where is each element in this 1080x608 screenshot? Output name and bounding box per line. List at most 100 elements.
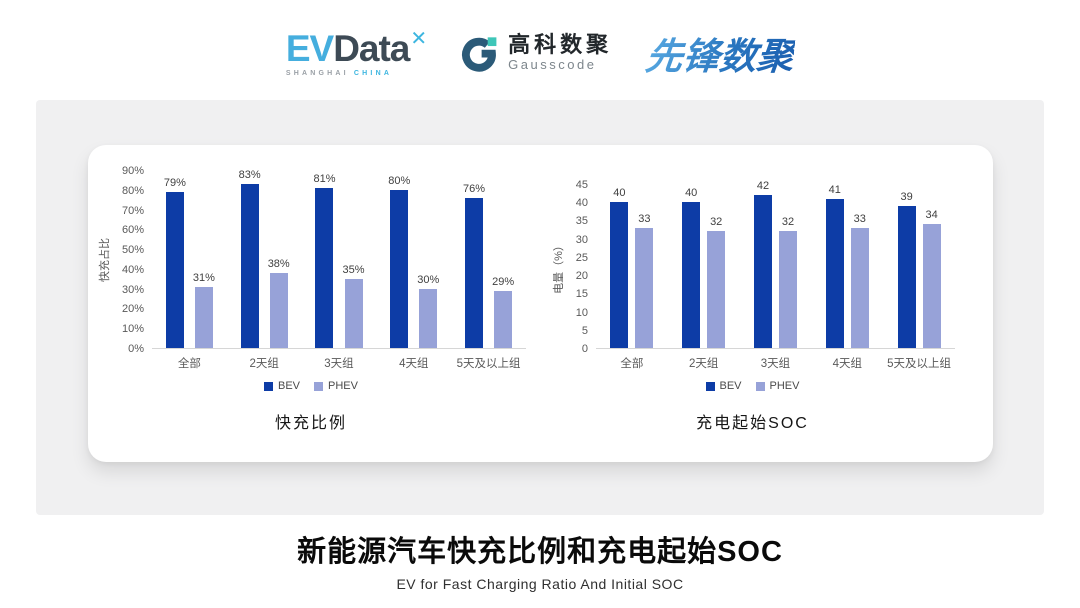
legend: BEV PHEV [550,380,955,392]
y-tick-label: 60% [121,224,144,237]
charts-panel: 快充占比 0% 10% 20% 30% 40% 50% 60% 70% 80% 90% 79% 31% 8… [36,100,1044,515]
bar-value-label: 42 [756,179,770,192]
y-tick-label: 80% [121,184,144,197]
chart-body: 电量（%） 0 5 10 15 20 25 30 35 40 45 40 33 40 32 42 32 41 33 3… [550,179,955,355]
y-tick-label: 0% [128,343,144,355]
bar-stack-bev: 80% [388,175,410,348]
bar-stack-phev: 29% [492,276,514,348]
legend: BEV PHEV [96,380,526,392]
plot-area: 40 33 40 32 42 32 41 33 39 34 [596,180,955,349]
y-tick-label: 0 [581,343,588,355]
legend-item-bev: BEV [264,380,300,392]
bar-bev [240,183,259,348]
bar-phev [419,288,438,348]
legend-swatch-phev [755,381,765,391]
bar-phev [922,224,941,348]
y-tick-label: 15 [575,288,588,301]
bar-group: 42 32 [740,180,812,348]
bar-bev [390,189,409,348]
y-axis-title-box: 快充占比 [96,171,112,349]
bar-bev [465,197,484,348]
page-subtitle: EV for Fast Charging Ratio And Initial S… [396,576,684,592]
category-axis-spacer [550,355,596,371]
bar-value-label: 76% [463,182,486,195]
bar-group: 40 33 [596,185,668,348]
bar-group: 81% 35% [302,171,377,348]
evdata-subtext: SHANGHAI CHINA [286,70,425,77]
category-labels: 全部 2天组 3天组 4天组 5天及以上组 [152,355,526,371]
bar-stack-bev: 39 [897,190,916,348]
bar-value-label: 80% [388,174,411,187]
bar-value-label: 29% [492,275,515,288]
chart-title: 充电起始SOC [696,415,809,432]
category-axis: 全部 2天组 3天组 4天组 5天及以上组 [550,355,955,371]
y-tick-label: 30 [575,233,588,246]
y-axis-title-box: 电量（%） [550,185,566,349]
bar-bev [682,202,701,348]
gausscode-logo: 高科数聚 Gausscode [459,33,612,73]
bar-stack-phev: 30% [417,274,439,348]
evdata-data-text: Data [333,27,410,69]
legend-label: BEV [278,380,301,392]
category-axis: 全部 2天组 3天组 4天组 5天及以上组 [96,355,526,371]
bar-value-label: 38% [267,257,290,270]
charts-card: 快充占比 0% 10% 20% 30% 40% 50% 60% 70% 80% 90% 79% 31% 8… [88,145,993,462]
chart-body: 快充占比 0% 10% 20% 30% 40% 50% 60% 70% 80% 90% 79% 31% 8… [96,165,526,355]
bar-bev [897,205,916,348]
gausscode-g-icon [462,37,497,72]
bar-stack-bev: 79% [164,177,186,348]
y-tick-label: 20% [121,303,144,316]
bar-group: 39 34 [883,185,955,348]
y-axis-title: 电量（%） [553,240,565,294]
bar-group: 76% 29% [451,171,526,348]
bar-value-label: 30% [417,273,440,286]
bar-stack-phev: 32 [707,216,726,348]
bar-bev [610,202,629,348]
bar-stack-phev: 33 [635,213,654,348]
bar-bev [753,194,772,348]
y-tick-label: 40% [121,263,144,276]
y-tick-label: 50% [121,244,144,257]
bar-phev [778,231,797,348]
evdata-pinwheel-icon: ✕ [410,27,427,50]
y-tick-label: 20 [575,270,588,283]
legend-item-phev: PHEV [314,380,358,392]
bar-stack-bev: 81% [313,173,335,348]
evdata-ev-text: EV [285,27,334,69]
legend-label: PHEV [328,380,358,392]
category-label: 3天组 [324,358,354,370]
bar-phev [344,278,363,348]
chart-title: 快充比例 [274,415,347,432]
legend-item-bev: BEV [705,380,742,392]
bar-stack-bev: 83% [239,169,261,348]
pioneer-data-logo: 先锋数聚 [643,26,797,80]
legend-label: PHEV [769,380,800,392]
plot-area: 79% 31% 83% 38% 81% 35% 80% 30% 76% 29% [152,169,526,349]
y-axis: 0 5 10 15 20 25 30 35 40 45 [566,179,596,355]
bar-value-label: 39 [900,190,913,203]
y-tick-label: 10 [575,306,588,319]
bar-group: 79% 31% [152,171,227,348]
bar-stack-bev: 42 [753,179,772,348]
bar-value-label: 81% [313,172,336,185]
category-labels: 全部 2天组 3天组 4天组 5天及以上组 [596,355,955,371]
bar-stack-bev: 40 [610,187,629,348]
page-title: 新能源汽车快充比例和充电起始SOC [297,536,783,568]
legend-swatch-bev [264,381,273,391]
bar-phev [269,272,288,348]
bar-phev [494,290,513,348]
legend-swatch-phev [314,381,324,391]
footer: 新能源汽车快充比例和充电起始SOC EV for Fast Charging R… [0,528,1080,592]
fast-charging-ratio-chart: 快充占比 0% 10% 20% 30% 40% 50% 60% 70% 80% 90% 79% 31% 8… [96,165,526,433]
bar-phev [707,231,726,348]
category-label: 5天及以上组 [456,358,521,370]
category-axis-spacer [96,355,152,371]
bar-value-label: 35% [342,263,365,276]
bar-bev [165,191,184,348]
gausscode-text: 高科数聚 Gausscode [508,32,613,73]
category-label: 2天组 [249,358,279,370]
gausscode-cn-name: 高科数聚 [508,32,613,58]
bar-stack-phev: 35% [342,263,365,348]
bar-value-label: 40 [613,187,626,200]
